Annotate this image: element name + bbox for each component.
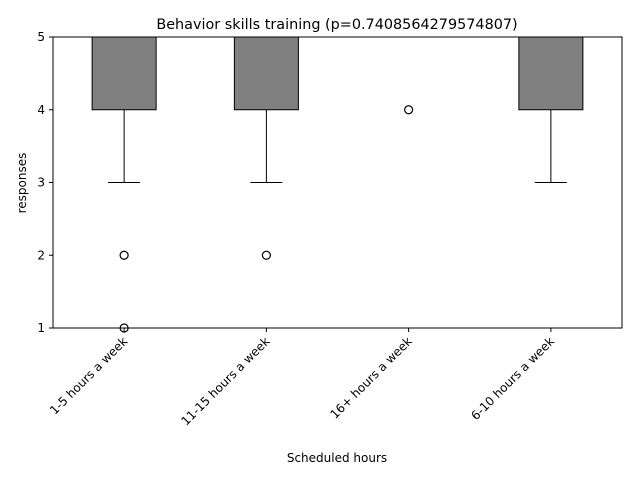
- x-tick-label: 16+ hours a week: [327, 334, 414, 421]
- x-axis-label: Scheduled hours: [287, 451, 387, 465]
- y-tick-label: 1: [37, 321, 45, 335]
- y-tick-label: 5: [37, 30, 45, 44]
- y-tick-label: 4: [37, 103, 45, 117]
- x-tick-label: 11-15 hours a week: [178, 334, 272, 428]
- plot-area: 1 2 3 4 5 1-5 hours a week 11-15 hours a week 1…: [37, 30, 584, 428]
- outlier-point: [404, 105, 414, 115]
- y-tick-label: 3: [37, 176, 45, 190]
- box-body: [233, 36, 299, 111]
- plot-frame: [52, 36, 623, 329]
- x-tick-label: 6-10 hours a week: [468, 334, 557, 423]
- y-axis-label: responses: [15, 153, 29, 214]
- chart-title: Behavior skills training (p=0.7408564279…: [156, 17, 517, 33]
- outlier-point: [261, 250, 271, 260]
- box-body: [518, 36, 584, 111]
- outlier-point: [119, 250, 129, 260]
- x-tick-label: 1-5 hours a week: [47, 334, 130, 417]
- box-body: [91, 36, 157, 111]
- y-tick-label: 2: [37, 248, 45, 262]
